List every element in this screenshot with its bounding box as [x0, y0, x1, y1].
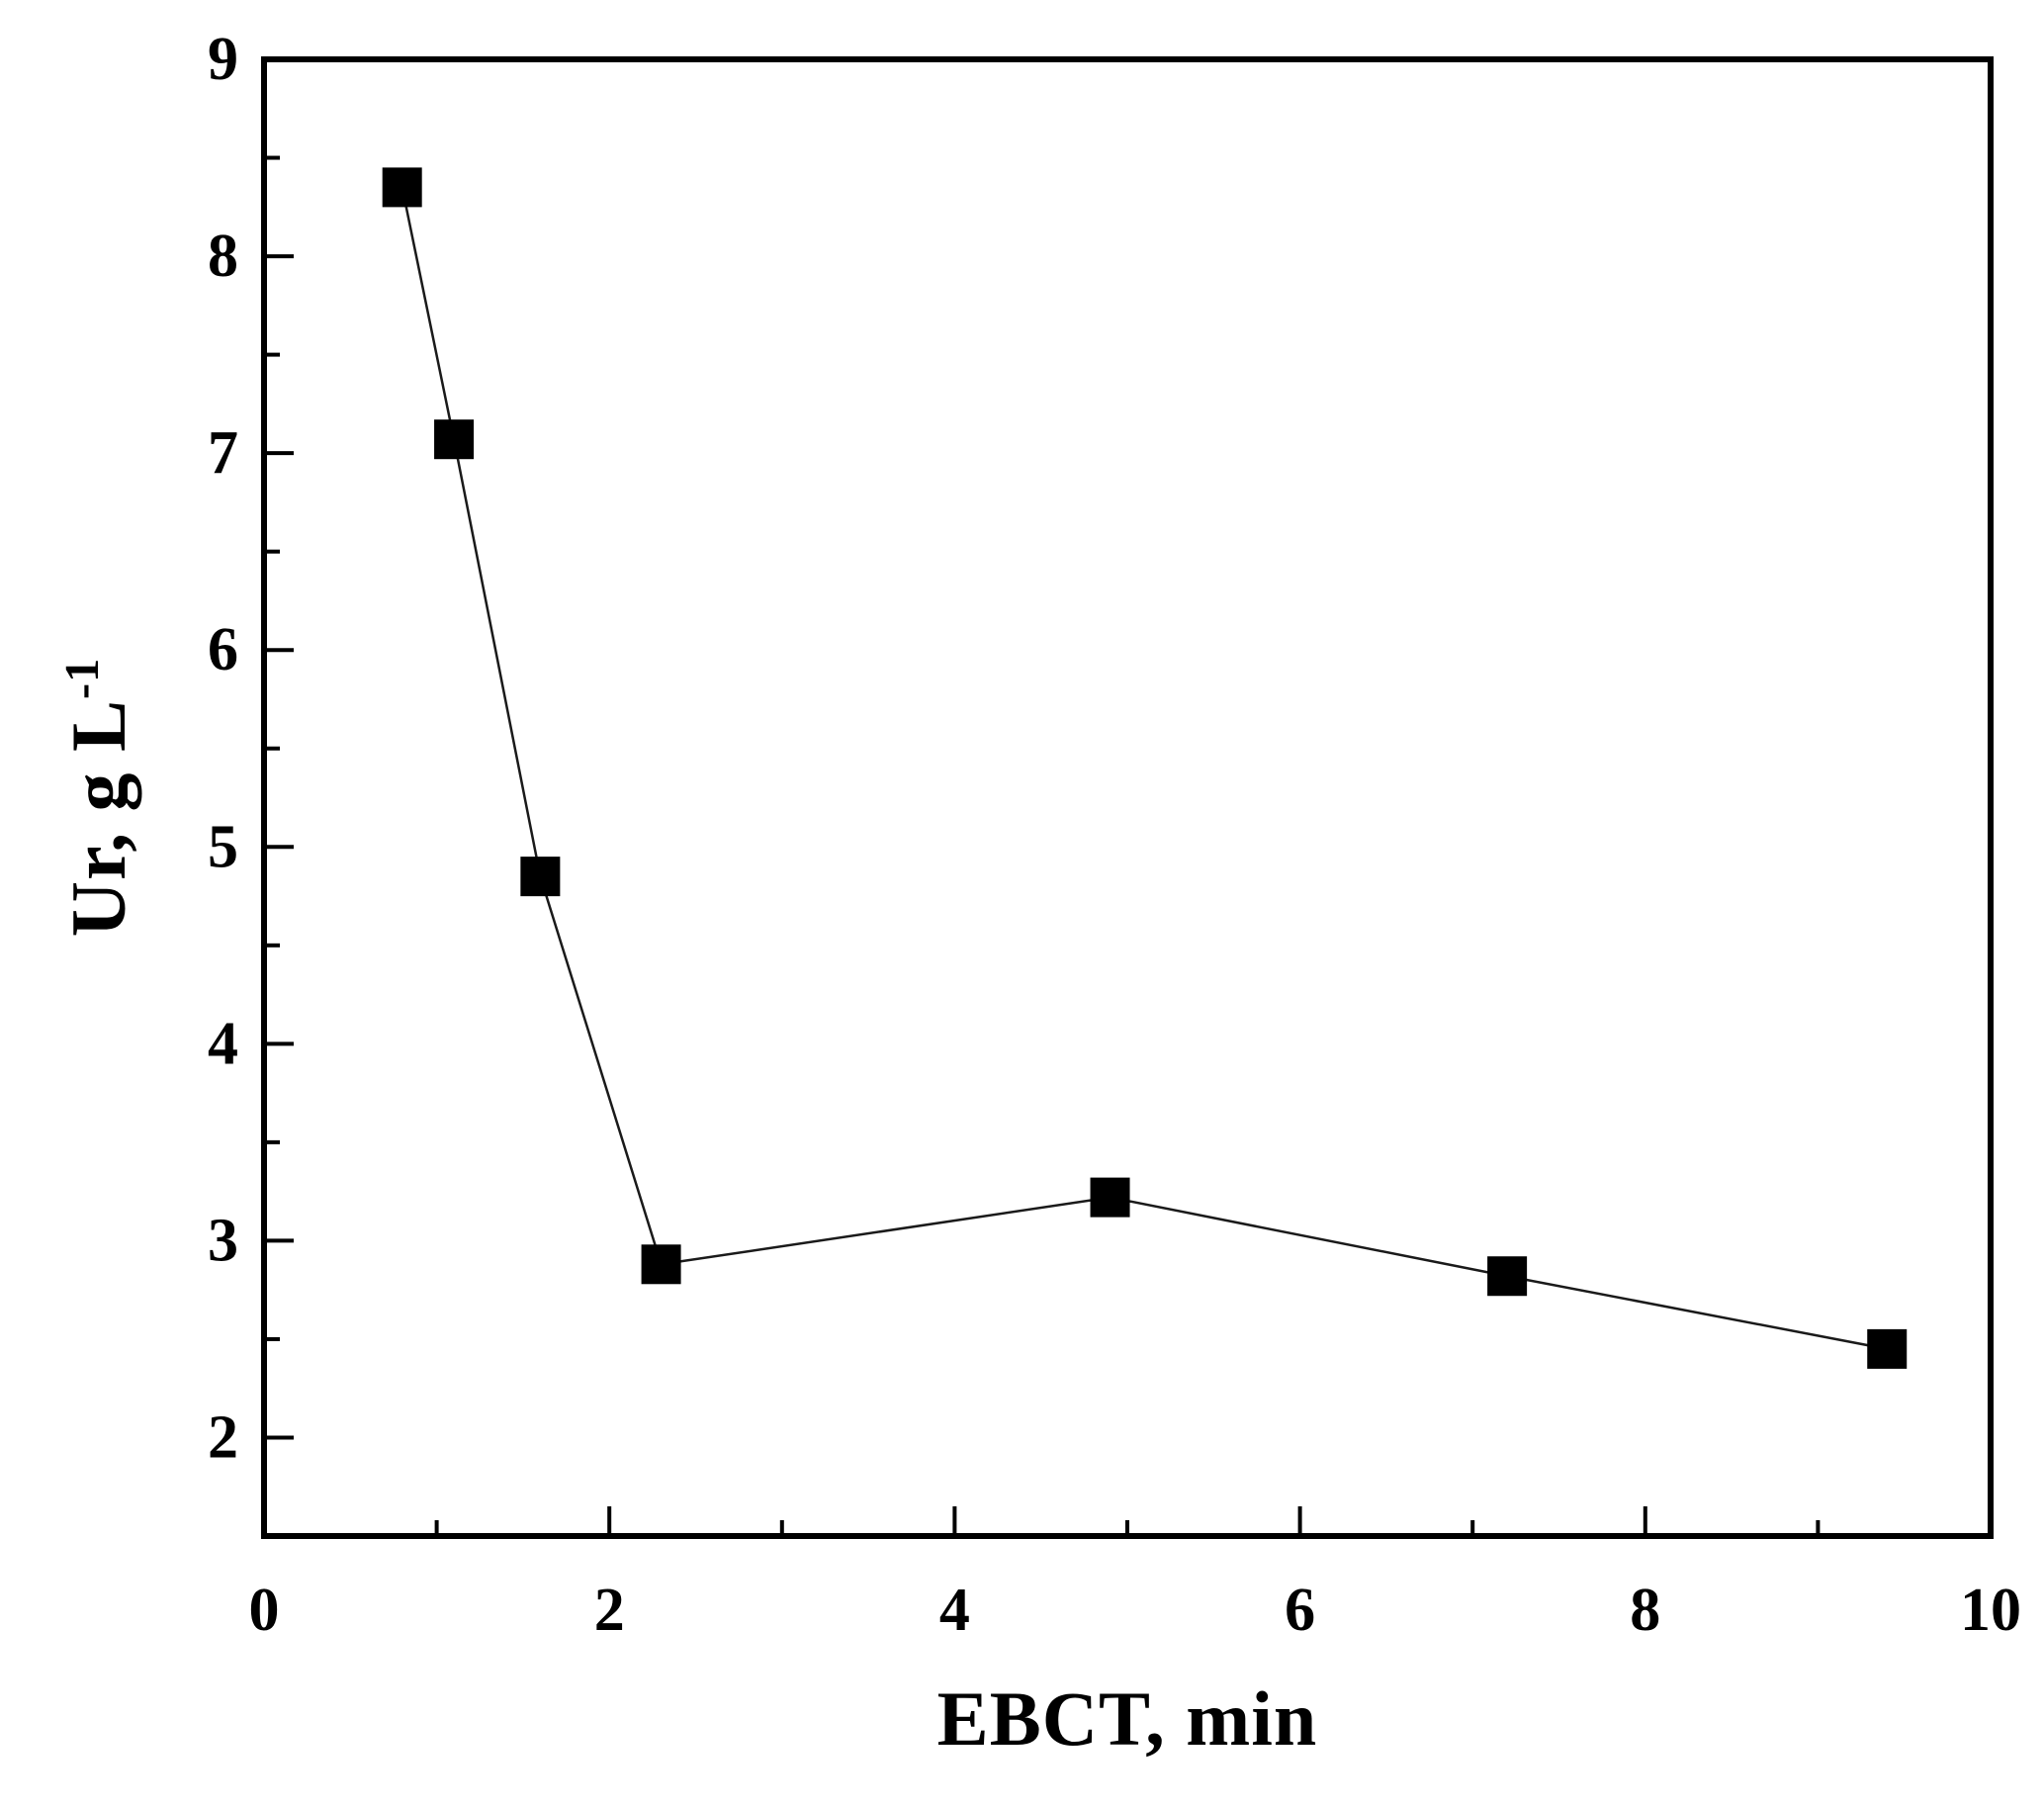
y-tick-label: 3 [208, 1207, 238, 1274]
y-axis-label: Ur, g L-1 [54, 658, 143, 938]
plot-frame [261, 56, 1994, 1539]
y-tick-label: 6 [208, 616, 238, 683]
y-tick-label: 4 [208, 1010, 238, 1077]
x-axis-label: EBCT, min [936, 1675, 1318, 1762]
y-axis-label-text: Ur, g L [55, 698, 141, 938]
data-point-marker [641, 1244, 681, 1285]
series-line [400, 187, 1888, 1351]
y-tick-label: 9 [208, 26, 238, 93]
x-tick-label: 6 [1285, 1577, 1315, 1644]
data-point-marker [1090, 1177, 1130, 1218]
data-point-marker [520, 857, 561, 897]
x-tick-label: 0 [249, 1577, 280, 1644]
y-tick-label: 8 [208, 223, 238, 290]
y-axis-label-superscript: -1 [56, 657, 109, 699]
data-point-marker [434, 419, 475, 460]
data-point-marker [382, 167, 422, 208]
x-tick-label: 10 [1960, 1577, 2021, 1644]
data-point-marker [1487, 1256, 1528, 1297]
data-point-marker [1867, 1328, 1908, 1369]
x-tick-label: 4 [939, 1577, 970, 1644]
x-tick-label: 2 [594, 1577, 625, 1644]
y-tick-label: 5 [208, 813, 238, 880]
x-tick-label: 8 [1630, 1577, 1660, 1644]
y-tick-label: 2 [208, 1403, 238, 1471]
y-tick-label: 7 [208, 419, 238, 487]
